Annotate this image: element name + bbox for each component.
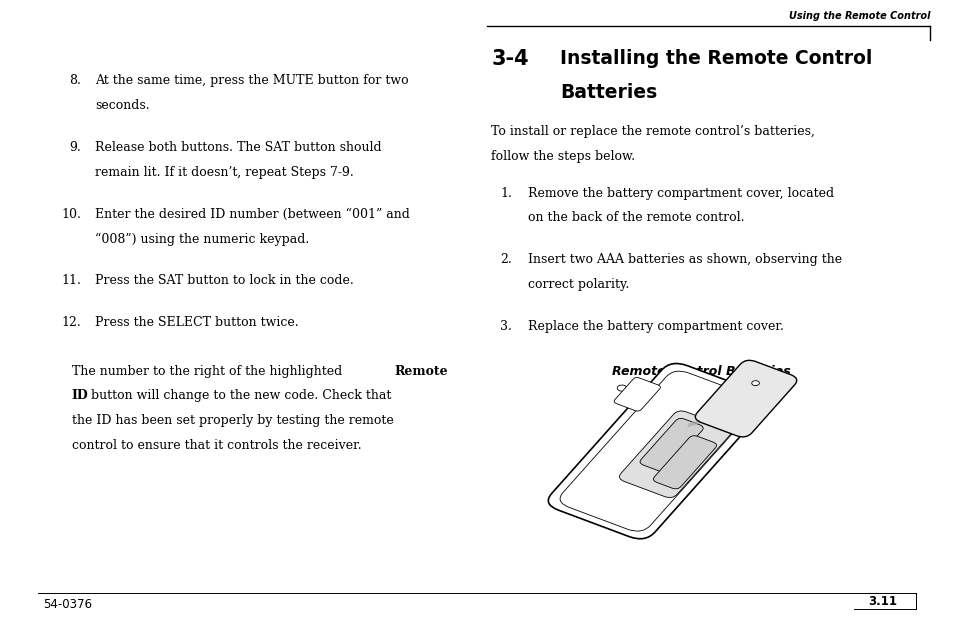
Text: 12.: 12.: [61, 316, 81, 329]
Text: ID: ID: [71, 389, 89, 402]
Text: 3.: 3.: [500, 320, 512, 333]
Text: 1.: 1.: [500, 187, 512, 200]
Polygon shape: [686, 411, 724, 428]
Circle shape: [617, 385, 626, 391]
Circle shape: [751, 381, 759, 386]
Text: button will change to the new code. Check that: button will change to the new code. Chec…: [88, 389, 392, 402]
Text: Batteries: Batteries: [559, 83, 657, 102]
Text: At the same time, press the MUTE button for two: At the same time, press the MUTE button …: [95, 74, 409, 87]
FancyBboxPatch shape: [695, 360, 796, 437]
Text: control to ensure that it controls the receiver.: control to ensure that it controls the r…: [71, 439, 361, 452]
Text: 54-0376: 54-0376: [43, 598, 91, 611]
Text: Insert two AAA batteries as shown, observing the: Insert two AAA batteries as shown, obser…: [527, 253, 841, 266]
Text: correct polarity.: correct polarity.: [527, 278, 628, 291]
Text: seconds.: seconds.: [95, 99, 150, 112]
Text: remain lit. If it doesn’t, repeat Steps 7-9.: remain lit. If it doesn’t, repeat Steps …: [95, 166, 354, 179]
FancyBboxPatch shape: [653, 436, 716, 489]
Text: Remove the battery compartment cover, located: Remove the battery compartment cover, lo…: [527, 187, 833, 200]
FancyBboxPatch shape: [614, 378, 659, 411]
FancyBboxPatch shape: [548, 363, 767, 539]
Text: on the back of the remote control.: on the back of the remote control.: [527, 211, 743, 224]
Text: 3.11: 3.11: [867, 595, 896, 608]
Text: To install or replace the remote control’s batteries,: To install or replace the remote control…: [491, 125, 814, 138]
Text: Using the Remote Control: Using the Remote Control: [788, 11, 929, 21]
Text: 9.: 9.: [70, 141, 81, 154]
Text: The number to the right of the highlighted: The number to the right of the highlight…: [71, 365, 345, 378]
Text: Enter the desired ID number (between “001” and: Enter the desired ID number (between “00…: [95, 208, 410, 221]
Text: Remote: Remote: [394, 365, 447, 378]
Text: the ID has been set properly by testing the remote: the ID has been set properly by testing …: [71, 414, 393, 427]
Text: 8.: 8.: [70, 74, 81, 87]
FancyBboxPatch shape: [618, 411, 731, 497]
Text: 11.: 11.: [61, 274, 81, 287]
Text: “008”) using the numeric keypad.: “008”) using the numeric keypad.: [95, 232, 310, 245]
Text: 2.: 2.: [500, 253, 512, 266]
Text: Press the SELECT button twice.: Press the SELECT button twice.: [95, 316, 298, 329]
Text: Installing the Remote Control: Installing the Remote Control: [559, 49, 871, 69]
FancyBboxPatch shape: [559, 371, 756, 531]
Text: Press the SAT button to lock in the code.: Press the SAT button to lock in the code…: [95, 274, 354, 287]
Text: 3-4: 3-4: [491, 49, 528, 69]
FancyBboxPatch shape: [639, 418, 702, 472]
Text: follow the steps below.: follow the steps below.: [491, 150, 635, 163]
Text: Replace the battery compartment cover.: Replace the battery compartment cover.: [527, 320, 782, 333]
Text: 10.: 10.: [61, 208, 81, 221]
Text: Remote Control Batteries: Remote Control Batteries: [611, 365, 790, 378]
Text: Release both buttons. The SAT button should: Release both buttons. The SAT button sho…: [95, 141, 381, 154]
